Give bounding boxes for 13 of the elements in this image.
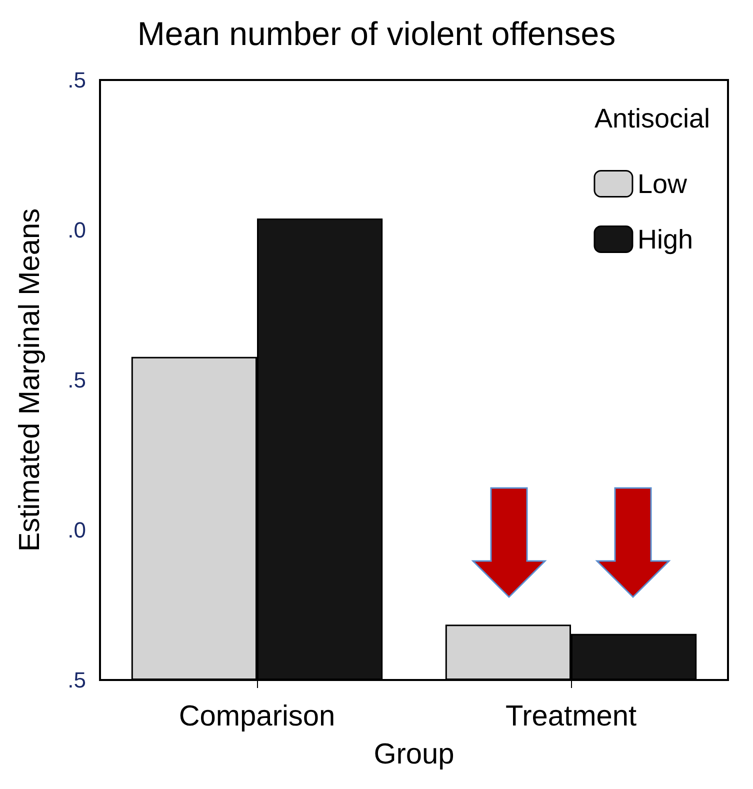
text: .5 — [68, 68, 86, 92]
x-tick-label: Treatment — [505, 700, 637, 732]
x-axis-title: Group — [374, 738, 454, 770]
text: .5 — [68, 368, 86, 392]
text: .5 — [68, 668, 86, 692]
chart-title: Mean number of violent offenses — [137, 15, 616, 52]
y-axis-title: Estimated Marginal Means — [14, 208, 46, 552]
x-tick-label: Comparison — [178, 700, 336, 732]
text: .0 — [68, 518, 86, 542]
text: .0 — [68, 218, 86, 242]
legend-label: Low — [637, 168, 688, 199]
legend-label: High — [637, 224, 693, 254]
legend-title: Antisocial — [594, 104, 710, 134]
